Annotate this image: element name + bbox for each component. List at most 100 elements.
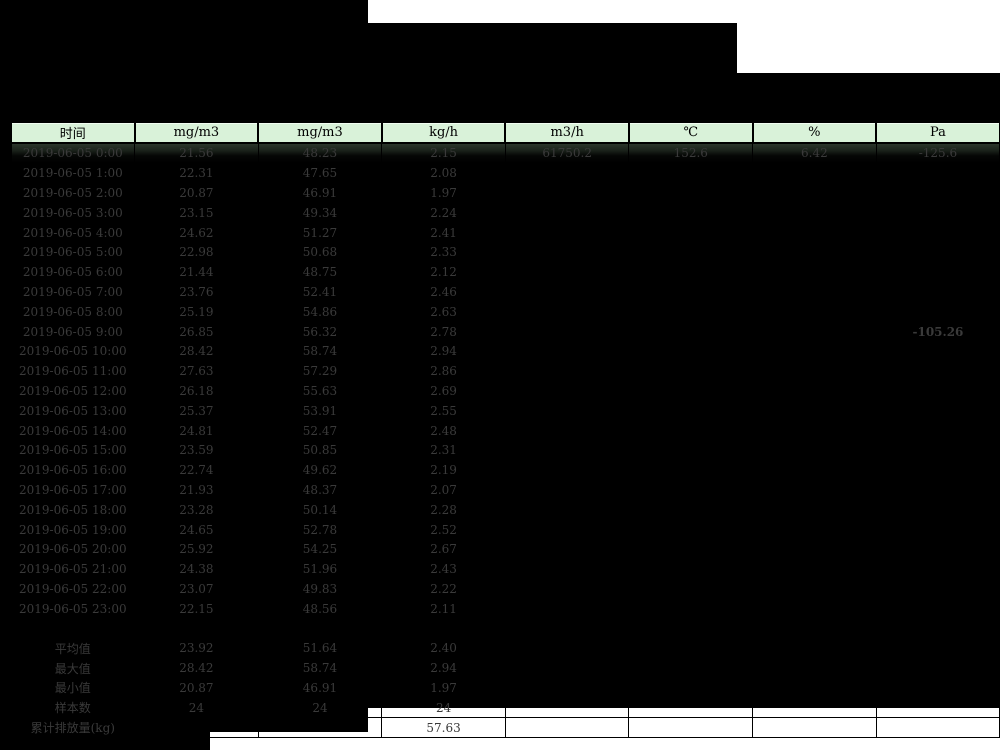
value-cell <box>504 717 630 738</box>
value-cell <box>628 459 754 481</box>
table-row: 2019-06-05 21:00 24.38 51.96 2.43 <box>10 558 1000 580</box>
value-cell <box>628 439 754 461</box>
time-cell: 2019-06-05 14:00 <box>10 420 136 441</box>
value-cell: 57.63 <box>381 717 506 738</box>
value-cell <box>504 677 630 699</box>
value-cell <box>875 380 1000 402</box>
value-cell <box>628 182 754 204</box>
time-cell: 平均值 <box>10 637 136 659</box>
value-cell <box>504 261 630 283</box>
time-cell: 2019-06-05 15:00 <box>10 439 136 461</box>
table-row: 2019-06-05 1:00 22.31 47.65 2.08 <box>10 162 1000 184</box>
value-cell: 26.85 <box>134 321 259 342</box>
value-cell <box>875 340 1000 362</box>
value-cell: 2.94 <box>381 657 506 679</box>
value-cell <box>752 420 877 441</box>
table-row: 2019-06-05 11:00 27.63 57.29 2.86 <box>10 360 1000 382</box>
value-cell: 48.56 <box>257 598 383 620</box>
value-cell <box>504 281 630 303</box>
value-cell <box>875 261 1000 283</box>
value-cell: 2.78 <box>381 321 506 342</box>
value-cell <box>134 717 259 738</box>
value-cell: 2.67 <box>381 538 506 560</box>
value-cell: 56.32 <box>257 321 383 342</box>
value-cell <box>752 618 877 639</box>
value-cell <box>504 162 630 184</box>
value-cell <box>628 637 754 659</box>
value-cell <box>628 598 754 620</box>
value-cell <box>875 162 1000 184</box>
time-cell: 2019-06-05 12:00 <box>10 380 136 402</box>
time-cell: 累计排放量(kg) <box>10 717 136 738</box>
value-cell: 2.48 <box>381 420 506 441</box>
value-cell <box>752 479 877 501</box>
value-cell: 26.18 <box>134 380 259 402</box>
value-cell <box>875 637 1000 659</box>
value-cell: 25.19 <box>134 301 259 323</box>
value-cell: 24.81 <box>134 420 259 441</box>
value-cell <box>752 222 877 243</box>
value-cell: 2.19 <box>381 459 506 481</box>
table-row: 最小值 20.87 46.91 1.97 <box>10 677 1000 699</box>
value-cell: 2.33 <box>381 241 506 263</box>
value-cell <box>875 677 1000 699</box>
value-cell <box>504 519 630 540</box>
value-cell: 21.44 <box>134 261 259 283</box>
value-cell: 22.15 <box>134 598 259 620</box>
value-cell <box>875 182 1000 204</box>
value-cell <box>752 241 877 263</box>
value-cell: 2.12 <box>381 261 506 283</box>
value-cell: 23.15 <box>134 202 259 224</box>
value-cell: 23.07 <box>134 578 259 600</box>
value-cell: 24 <box>134 697 259 719</box>
value-cell <box>752 717 877 738</box>
header-row: 时间 mg/m3 mg/m3 kg/h m3/h ℃% Pa <box>10 121 1000 144</box>
value-cell <box>504 558 630 580</box>
value-cell <box>752 598 877 620</box>
value-cell <box>628 400 754 422</box>
value-cell: 27.63 <box>134 360 259 382</box>
value-cell <box>504 499 630 521</box>
table-row: 2019-06-05 6:00 21.44 48.75 2.12 <box>10 261 1000 283</box>
value-cell: 52.47 <box>257 420 383 441</box>
value-cell <box>752 459 877 481</box>
value-cell: 2.28 <box>381 499 506 521</box>
value-cell <box>628 618 754 639</box>
value-cell <box>875 241 1000 263</box>
value-cell: 22.31 <box>134 162 259 184</box>
canvas-margin-top-right-lower <box>737 0 1000 73</box>
table-row: 2019-06-05 22:00 23.07 49.83 2.22 <box>10 578 1000 600</box>
value-cell: 51.64 <box>257 637 383 659</box>
value-cell <box>628 202 754 224</box>
value-cell <box>752 301 877 323</box>
value-cell <box>628 677 754 699</box>
value-cell: 48.75 <box>257 261 383 283</box>
table-row: 2019-06-05 9:00 26.85 56.32 2.78 -105.26 <box>10 321 1000 342</box>
value-cell: 20.87 <box>134 182 259 204</box>
time-cell: 样本数 <box>10 697 136 719</box>
value-cell: 2.11 <box>381 598 506 620</box>
table-row: 2019-06-05 3:00 23.15 49.34 2.24 <box>10 202 1000 224</box>
value-cell <box>875 717 1000 738</box>
value-cell <box>875 598 1000 620</box>
table-row: 2019-06-05 2:00 20.87 46.91 1.97 <box>10 182 1000 204</box>
value-cell: 25.92 <box>134 538 259 560</box>
value-cell <box>504 301 630 323</box>
value-cell: 50.85 <box>257 439 383 461</box>
value-cell <box>752 677 877 699</box>
table-row: 2019-06-05 5:00 22.98 50.68 2.33 <box>10 241 1000 263</box>
value-cell: 21.56 <box>134 142 259 164</box>
value-cell <box>628 499 754 521</box>
value-cell: 23.28 <box>134 499 259 521</box>
value-cell: -105.26 <box>875 321 1000 342</box>
value-cell: 24.65 <box>134 519 259 540</box>
value-cell: 61750.2 <box>504 142 630 164</box>
table-row: 2019-06-05 10:00 28.42 58.74 2.94 <box>10 340 1000 362</box>
value-cell <box>875 439 1000 461</box>
value-cell <box>628 479 754 501</box>
table-row: 累计排放量(kg) 57.63 <box>10 717 1000 738</box>
column-header-4: m3/h <box>504 121 630 144</box>
value-cell: 2.55 <box>381 400 506 422</box>
value-cell: 49.62 <box>257 459 383 481</box>
